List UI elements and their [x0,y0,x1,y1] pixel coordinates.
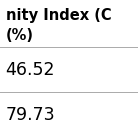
Text: 46.52: 46.52 [6,61,55,79]
Text: 79.73: 79.73 [6,106,55,124]
Text: nity Index (C: nity Index (C [6,8,111,23]
Text: (%): (%) [6,28,34,43]
